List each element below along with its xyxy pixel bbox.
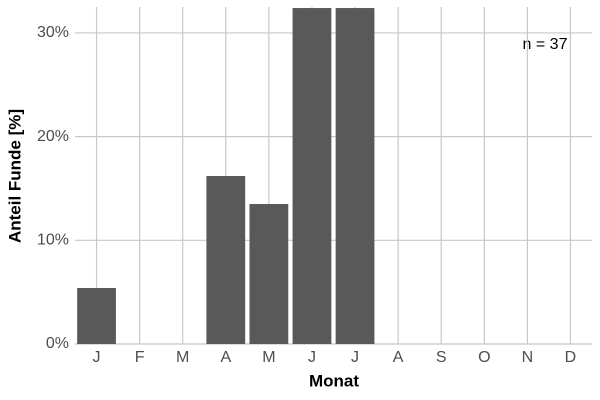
bar <box>206 176 246 344</box>
y-axis-title: Anteil Funde [%] <box>5 109 24 243</box>
y-tick-label: 20% <box>37 128 69 145</box>
bar <box>77 288 116 344</box>
bar <box>249 204 289 344</box>
x-tick-label: A <box>220 349 231 366</box>
x-tick-label: M <box>262 349 275 366</box>
x-axis-title: Monat <box>309 371 359 390</box>
y-tick-label: 0% <box>46 335 69 352</box>
bar <box>335 8 375 344</box>
x-tick-label: M <box>176 349 189 366</box>
x-tick-label: S <box>436 349 447 366</box>
x-tick-label: O <box>478 349 490 366</box>
y-tick-label: 30% <box>37 24 69 41</box>
x-tick-label: J <box>308 349 316 366</box>
x-tick-label: J <box>93 349 101 366</box>
bar <box>292 8 332 344</box>
y-tick-label: 10% <box>37 232 69 249</box>
x-tick-label: A <box>393 349 404 366</box>
x-tick-label: F <box>135 349 145 366</box>
x-tick-label: J <box>351 349 359 366</box>
x-tick-label: D <box>565 349 577 366</box>
annotation: n = 37 <box>523 36 568 53</box>
x-tick-label: N <box>522 349 534 366</box>
